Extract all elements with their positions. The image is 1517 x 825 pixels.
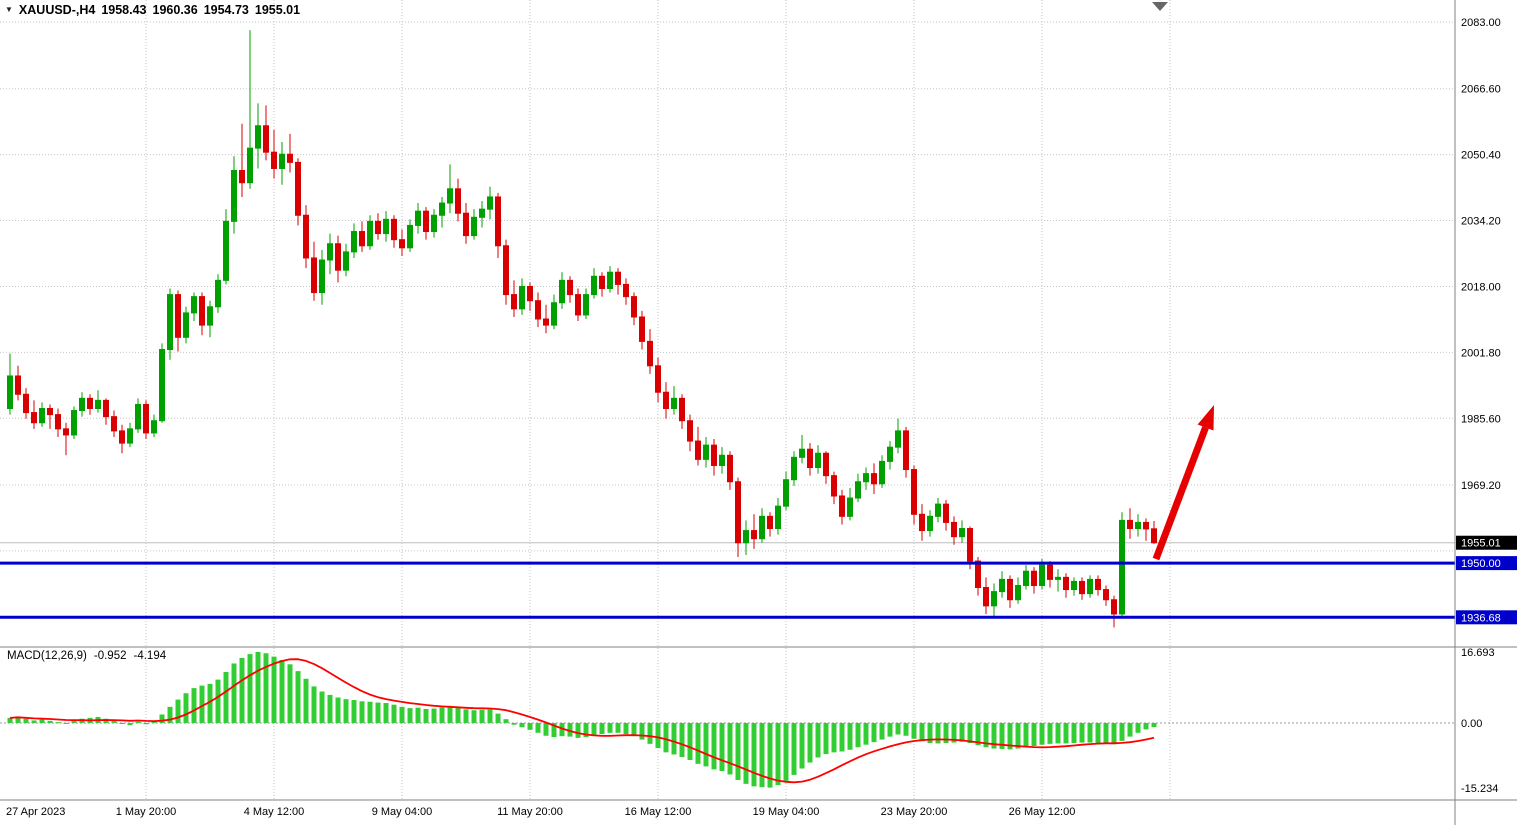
ohlc-open-value: 1958.43 bbox=[101, 3, 147, 17]
svg-text:1950.00: 1950.00 bbox=[1461, 558, 1501, 570]
symbol-dropdown-icon[interactable]: ▼ bbox=[5, 5, 13, 14]
svg-text:2034.20: 2034.20 bbox=[1461, 216, 1501, 228]
svg-text:11 May 20:00: 11 May 20:00 bbox=[497, 806, 563, 818]
svg-text:19 May 04:00: 19 May 04:00 bbox=[753, 806, 820, 818]
svg-text:1936.68: 1936.68 bbox=[1461, 612, 1501, 624]
svg-text:0.00: 0.00 bbox=[1461, 718, 1482, 730]
svg-text:9 May 04:00: 9 May 04:00 bbox=[372, 806, 433, 818]
macd-main-value: -0.952 bbox=[93, 650, 127, 662]
svg-text:16 May 12:00: 16 May 12:00 bbox=[625, 806, 692, 818]
chart-shift-marker-icon[interactable] bbox=[1152, 2, 1168, 11]
macd-signal-line bbox=[9, 658, 1155, 784]
price-axis: 2083.00 2066.60 2050.40 2034.20 2018.00 2001.… bbox=[1456, 17, 1517, 625]
macd-axis: 16.693 0.00 -15.234 bbox=[1461, 647, 1498, 795]
svg-text:16.693: 16.693 bbox=[1461, 647, 1495, 659]
svg-text:2066.60: 2066.60 bbox=[1461, 84, 1501, 96]
macd-panel bbox=[7, 651, 1157, 788]
candles bbox=[7, 30, 1157, 628]
svg-text:4 May 12:00: 4 May 12:00 bbox=[244, 806, 305, 818]
trend-arrow[interactable] bbox=[1152, 405, 1214, 561]
svg-text:2001.80: 2001.80 bbox=[1461, 347, 1501, 359]
ohlc-close-value: 1955.01 bbox=[254, 3, 301, 17]
svg-text:23 May 20:00: 23 May 20:00 bbox=[881, 806, 948, 818]
svg-text:1 May 20:00: 1 May 20:00 bbox=[116, 806, 177, 818]
svg-text:2050.40: 2050.40 bbox=[1461, 150, 1501, 162]
macd-indicator-label: MACD(12,26,9) -0.952 -4.194 bbox=[7, 650, 166, 662]
price-badge bbox=[1456, 556, 1517, 571]
ohlc-high-value: 1960.36 bbox=[152, 3, 198, 17]
svg-text:1969.20: 1969.20 bbox=[1461, 480, 1501, 492]
svg-text:2083.00: 2083.00 bbox=[1461, 17, 1501, 29]
svg-text:27 Apr 2023: 27 Apr 2023 bbox=[6, 806, 65, 818]
macd-indicator-name: MACD(12,26,9) bbox=[7, 650, 87, 662]
chart-header: ▼ XAUUSD-,H4 1958.43 1960.36 1954.73 195… bbox=[5, 3, 300, 17]
symbol-timeframe-label: XAUUSD-,H4 bbox=[18, 3, 96, 17]
ohlc-low-value: 1954.73 bbox=[203, 3, 249, 17]
svg-text:1955.01: 1955.01 bbox=[1461, 538, 1501, 550]
svg-text:26 May 12:00: 26 May 12:00 bbox=[1009, 806, 1076, 818]
price-badge bbox=[1456, 610, 1517, 625]
time-axis: 27 Apr 2023 1 May 20:00 4 May 12:00 9 May 0… bbox=[6, 806, 1075, 818]
price-badge bbox=[1456, 535, 1517, 550]
svg-text:-15.234: -15.234 bbox=[1461, 783, 1498, 795]
horizontal-level-lines bbox=[0, 561, 1455, 619]
svg-text:1985.60: 1985.60 bbox=[1461, 413, 1501, 425]
svg-text:2018.00: 2018.00 bbox=[1461, 281, 1501, 293]
macd-signal-value: -4.194 bbox=[133, 650, 167, 662]
